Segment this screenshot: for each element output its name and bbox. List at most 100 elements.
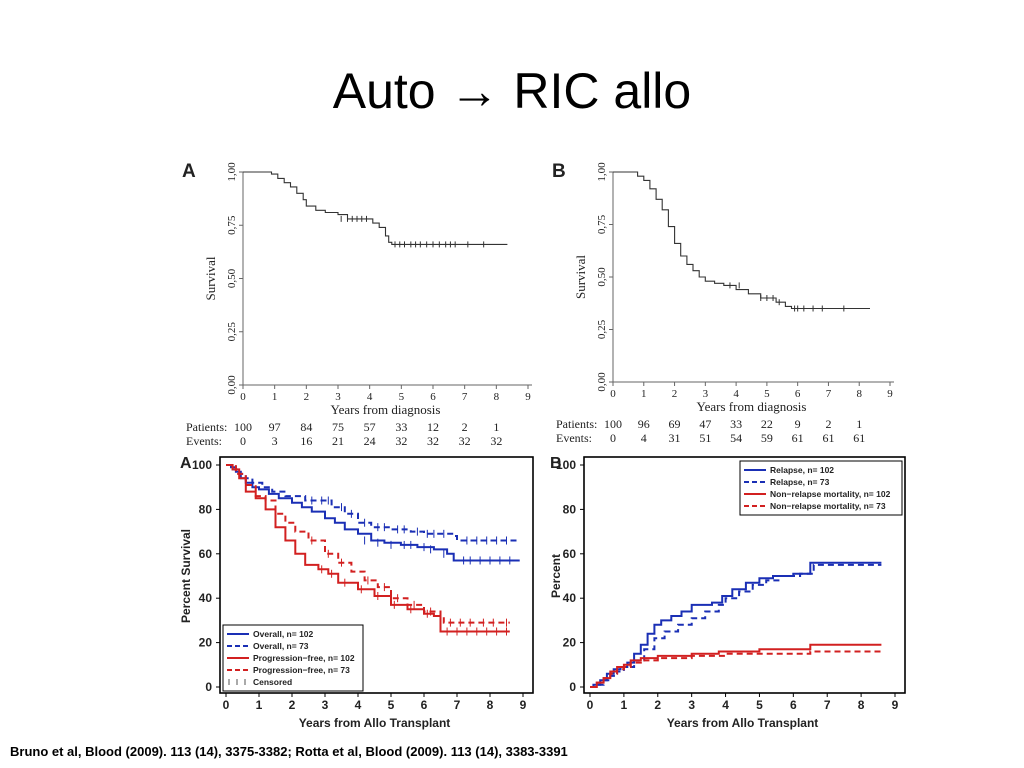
risk-value: 24 bbox=[364, 434, 376, 448]
plot-frame bbox=[219, 456, 534, 694]
panel-label: A bbox=[180, 455, 192, 472]
risk-value: 100 bbox=[234, 420, 252, 434]
series-line-1 bbox=[613, 171, 870, 310]
x-tick-label: 2 bbox=[654, 698, 661, 712]
x-tick-label: 4 bbox=[733, 388, 739, 400]
risk-row-label: Events: bbox=[556, 431, 592, 445]
y-tick-label: 0,50 bbox=[596, 267, 608, 287]
x-tick-label: 5 bbox=[388, 698, 395, 712]
x-tick-label: 6 bbox=[790, 698, 797, 712]
risk-value: 2 bbox=[462, 420, 468, 434]
risk-row-label: Patients: bbox=[556, 417, 597, 431]
chart-bottom-a: A 0 1 2 3 4 5 6 7 8 9 0 20 40 60 80 100 Years from Allo T… bbox=[179, 455, 534, 730]
risk-value: 9 bbox=[795, 417, 801, 431]
risk-value: 96 bbox=[638, 417, 650, 431]
x-tick-label: 9 bbox=[520, 698, 527, 712]
x-tick-label: 3 bbox=[335, 391, 341, 403]
y-tick-label: 100 bbox=[556, 458, 576, 472]
y-tick-label: 0,00 bbox=[596, 372, 608, 392]
plot-frame bbox=[583, 456, 906, 694]
legend-label: Relapse, n= 73 bbox=[770, 477, 830, 487]
x-tick-label: 9 bbox=[887, 388, 893, 400]
x-tick-label: 1 bbox=[272, 391, 278, 403]
legend-label: Progression−free, n= 73 bbox=[253, 665, 350, 675]
risk-value: 3 bbox=[272, 434, 278, 448]
x-tick-label: 9 bbox=[525, 391, 531, 403]
y-tick-label: 0,25 bbox=[226, 322, 238, 342]
risk-value: 32 bbox=[459, 434, 471, 448]
risk-value: 32 bbox=[395, 434, 407, 448]
risk-value: 32 bbox=[490, 434, 502, 448]
series-line-1 bbox=[590, 561, 882, 688]
risk-value: 33 bbox=[730, 417, 742, 431]
y-tick-label: 0,50 bbox=[226, 268, 238, 288]
chart-top-b: B 0 1 2 3 4 5 6 7 8 9 0,00 0,25 0,50 0,75 1,00 Years fro… bbox=[552, 161, 894, 445]
x-tick-label: 2 bbox=[289, 698, 296, 712]
y-tick-label: 40 bbox=[199, 591, 213, 605]
risk-value: 4 bbox=[641, 431, 647, 445]
citation: Bruno et al, Blood (2009). 113 (14), 337… bbox=[10, 744, 568, 759]
x-tick-label: 8 bbox=[856, 388, 862, 400]
legend-label: Non−relapse mortality, n= 73 bbox=[770, 501, 886, 511]
x-tick-label: 3 bbox=[322, 698, 329, 712]
risk-value: 16 bbox=[300, 434, 312, 448]
risk-value: 0 bbox=[610, 431, 616, 445]
series-line-1 bbox=[243, 171, 508, 245]
risk-value: 51 bbox=[699, 431, 711, 445]
x-tick-label: 4 bbox=[355, 698, 362, 712]
risk-value: 59 bbox=[761, 431, 773, 445]
x-tick-label: 8 bbox=[494, 391, 500, 403]
y-tick-label: 20 bbox=[199, 636, 213, 650]
x-tick-label: 7 bbox=[462, 391, 468, 403]
series-line-1 bbox=[226, 464, 520, 562]
chart-bottom-b: B 0 1 2 3 4 5 6 7 8 9 0 20 40 60 80 100 Years from Allo T… bbox=[549, 455, 906, 730]
x-axis-label: Years from diagnosis bbox=[697, 399, 807, 414]
x-tick-label: 6 bbox=[421, 698, 428, 712]
risk-value: 75 bbox=[332, 420, 344, 434]
x-tick-label: 5 bbox=[399, 391, 405, 403]
risk-value: 61 bbox=[792, 431, 804, 445]
y-tick-label: 80 bbox=[563, 502, 577, 516]
legend-label: Censored bbox=[253, 677, 292, 687]
risk-row-label: Events: bbox=[186, 434, 222, 448]
y-tick-label: 80 bbox=[199, 502, 213, 516]
legend-box bbox=[739, 460, 903, 516]
y-axis-label: Survival bbox=[573, 255, 588, 299]
y-tick-label: 1,00 bbox=[226, 162, 238, 182]
risk-value: 61 bbox=[853, 431, 865, 445]
x-tick-label: 6 bbox=[430, 391, 436, 403]
slide-title: Auto → RIC allo bbox=[332, 63, 692, 119]
legend-label: Overall, n= 102 bbox=[253, 629, 314, 639]
risk-value: 1 bbox=[493, 420, 499, 434]
x-tick-label: 2 bbox=[304, 391, 310, 403]
x-axis-label: Years from Allo Transplant bbox=[667, 716, 819, 730]
x-tick-label: 2 bbox=[672, 388, 678, 400]
x-tick-label: 7 bbox=[824, 698, 831, 712]
legend-label: Non−relapse mortality, n= 102 bbox=[770, 489, 891, 499]
x-tick-label: 5 bbox=[756, 698, 763, 712]
y-tick-label: 20 bbox=[563, 636, 577, 650]
panel-label: A bbox=[182, 161, 196, 182]
x-tick-label: 8 bbox=[487, 698, 494, 712]
x-tick-label: 7 bbox=[454, 698, 461, 712]
y-tick-label: 0,75 bbox=[226, 215, 238, 235]
risk-value: 22 bbox=[761, 417, 773, 431]
risk-value: 69 bbox=[669, 417, 681, 431]
y-tick-label: 0,75 bbox=[596, 214, 608, 234]
y-axis-label: Percent Survival bbox=[179, 529, 193, 623]
series-line-2 bbox=[590, 563, 882, 688]
x-axis-label: Years from diagnosis bbox=[331, 402, 441, 417]
y-tick-label: 40 bbox=[563, 591, 577, 605]
y-axis-label: Survival bbox=[203, 256, 218, 300]
x-tick-label: 1 bbox=[641, 388, 647, 400]
risk-value: 31 bbox=[669, 431, 681, 445]
x-tick-label: 0 bbox=[240, 391, 246, 403]
x-tick-label: 1 bbox=[621, 698, 628, 712]
x-tick-label: 3 bbox=[703, 388, 709, 400]
x-tick-label: 0 bbox=[587, 698, 594, 712]
series-line-2 bbox=[226, 464, 520, 542]
risk-value: 61 bbox=[822, 431, 834, 445]
risk-value: 100 bbox=[604, 417, 622, 431]
risk-value: 54 bbox=[730, 431, 742, 445]
